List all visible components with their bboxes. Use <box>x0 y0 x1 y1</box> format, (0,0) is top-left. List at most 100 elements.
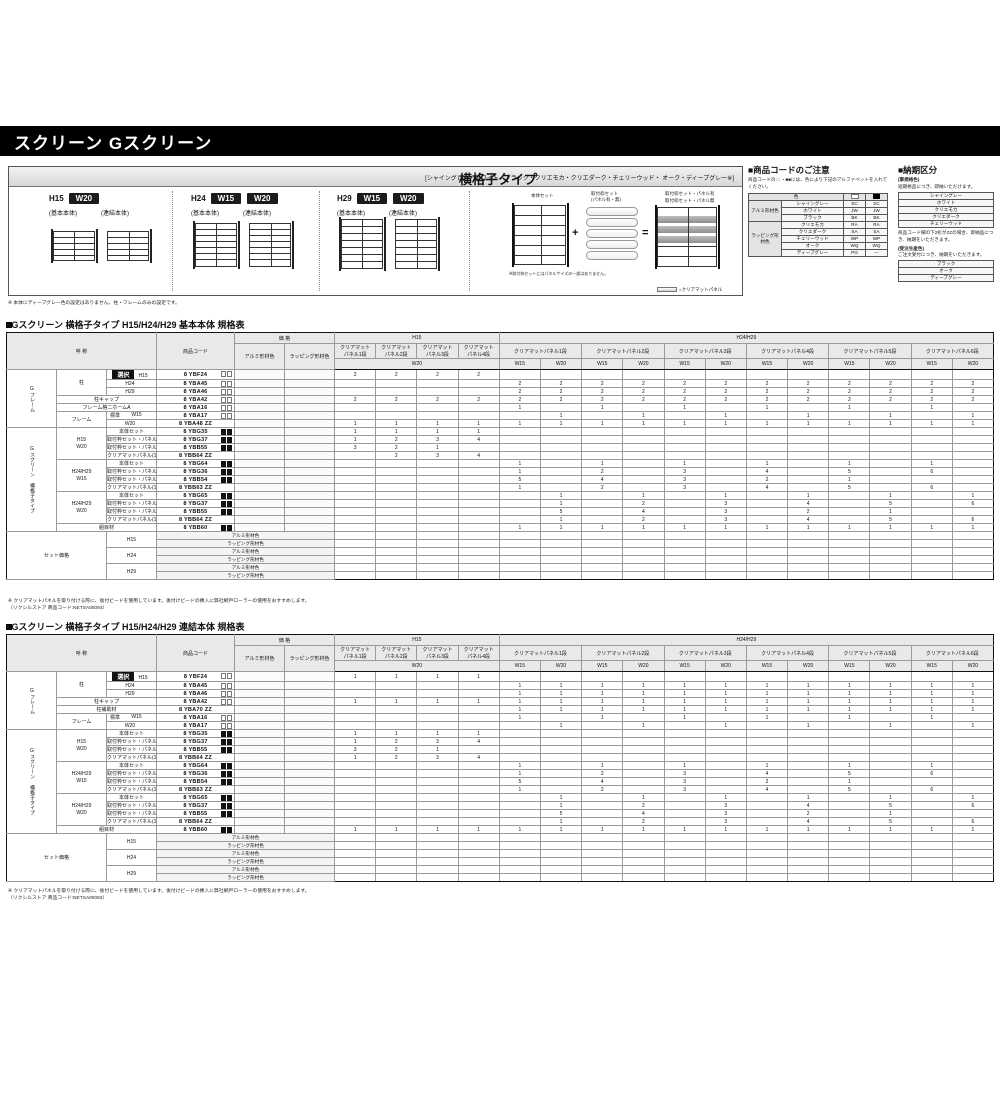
cell-qty-h2429 <box>745 801 789 810</box>
cell-set-price <box>745 547 789 556</box>
cell-qty-h2429: 1 <box>539 817 583 826</box>
cell-qty-h15: 3 <box>416 451 459 460</box>
cell-qty-h15 <box>375 681 418 690</box>
cell-set-price <box>745 873 789 882</box>
code-color-marks <box>220 437 232 443</box>
table-row: 取付枠セット・パネル有(1段)8 YBG37 1 2 3 4 5 6 <box>7 801 995 810</box>
cell-qty-h2429: 6 <box>951 515 995 524</box>
cell-qty-h2429: 6 <box>910 785 953 794</box>
cell-qty-h15: 2 <box>457 395 500 404</box>
cell-qty-h2429 <box>787 671 830 682</box>
group-divider <box>319 191 320 291</box>
cell-qty-h2429 <box>910 729 953 738</box>
cell-qty-h2429 <box>951 777 995 786</box>
cell-set-price <box>622 563 665 572</box>
cell-qty-h2429: 1 <box>581 697 624 706</box>
th-alumi: アルミ形材色 <box>234 343 285 370</box>
cell-product-code: 8 YBB55 <box>156 443 235 452</box>
cell-qty-h15 <box>375 483 418 492</box>
cell-qty-h2429 <box>951 467 995 476</box>
cell-qty-h15 <box>375 403 418 412</box>
cell-qty-h2429 <box>951 475 995 484</box>
table-row: 取付枠セット・パネル無(1段)8 YBB55 321 <box>7 443 995 452</box>
cell-price-wrapping <box>284 435 335 444</box>
rowgroup-gscreen: Gスクリーン 横格子タイプ <box>6 427 57 532</box>
cell-qty-h2429 <box>869 713 912 722</box>
cell-qty-h2429 <box>910 793 953 802</box>
rowlabel-item: 本体セット <box>106 491 157 500</box>
cell-qty-h2429: 2 <box>828 395 871 404</box>
cell-price-wrapping <box>284 801 335 810</box>
cell-qty-h2429: 6 <box>951 817 995 826</box>
cell-qty-h2429: 5 <box>498 777 541 786</box>
cell-qty-h2429 <box>498 443 541 452</box>
color-name: シャイングレー <box>781 199 844 208</box>
rowlabel-set-colorkind: アルミ形材色 <box>156 833 335 842</box>
table-row-setprice: ラッピング形材色 <box>7 539 995 548</box>
cell-set-price <box>375 571 418 580</box>
unit-drawing-h15-link <box>107 231 149 261</box>
table-row: フレーム 標準 W15 8 YBA16 1 1 1 1 1 1 <box>7 713 995 730</box>
cell-set-price <box>539 563 583 572</box>
spec-table-basic: 呼 称商品コード価 格 H15 H24/H29 アルミ形材色 ラッピング形材色 クリアマッ… <box>6 332 995 580</box>
cell-qty-h2429: 2 <box>828 387 871 396</box>
cell-qty-h2429 <box>951 443 995 452</box>
cell-qty-h15: 1 <box>333 419 377 428</box>
cell-qty-h2429: 1 <box>539 499 583 508</box>
delivery-section2-title: (受注生産色) <box>898 245 925 251</box>
cell-qty-h2429: 1 <box>910 689 953 698</box>
cell-set-price <box>498 873 541 882</box>
cell-qty-h2429: 1 <box>581 459 624 468</box>
cell-qty-h15: 1 <box>333 729 377 738</box>
select-chip[interactable]: 選択 <box>112 370 135 379</box>
cell-qty-h2429: 3 <box>704 507 747 516</box>
cell-qty-h2429 <box>787 459 830 468</box>
cell-qty-h15 <box>416 801 459 810</box>
cell-product-code: 8 YBG35 <box>156 729 235 738</box>
legend-text: =クリアマットパネル <box>679 287 723 292</box>
cell-qty-h2429: 1 <box>828 419 871 428</box>
cell-qty-h2429 <box>787 713 830 722</box>
cell-qty-h2429: 4 <box>787 499 830 508</box>
th-w15: W15 <box>581 660 624 672</box>
cell-qty-h15 <box>416 713 459 722</box>
cell-qty-h2429: 1 <box>745 523 789 532</box>
cell-qty-h2429 <box>539 745 583 754</box>
cell-qty-h2429: 2 <box>663 387 706 396</box>
cell-product-code: 8 YBG36 <box>156 467 235 476</box>
rowlabel-post: 柱 <box>56 671 107 698</box>
cell-qty-h2429 <box>622 745 665 754</box>
cell-qty-h2429: 1 <box>787 793 830 802</box>
width-chip-h24-w15: W15 <box>210 193 242 204</box>
cell-qty-h2429: 1 <box>745 825 789 834</box>
th-product-code: 商品コード <box>156 634 235 672</box>
rowlabel-item: 取付枠セット・パネル有(1段) <box>106 737 157 746</box>
cell-qty-h2429 <box>910 671 953 682</box>
select-chip[interactable]: 選択 <box>112 672 135 681</box>
cell-set-price <box>498 547 541 556</box>
rowlabel-detail: W20 <box>106 419 157 428</box>
cell-qty-h15: 2 <box>375 435 418 444</box>
product-code-notice-note: 商品コードの □ ・■■には、色により下記のアルファベットを入れてください。 <box>748 177 888 189</box>
cell-qty-h15 <box>333 785 377 794</box>
cell-qty-h2429 <box>828 507 871 516</box>
th-alumi: アルミ形材色 <box>234 645 285 672</box>
cell-price-wrapping <box>284 459 335 468</box>
rowlabel-size-group: H15 W20 <box>56 427 107 460</box>
th-w20: W20 <box>787 660 830 672</box>
cell-qty-h2429 <box>663 499 706 508</box>
cell-price-wrapping <box>284 721 335 730</box>
rowlabel-set-colorkind: ラッピング形材色 <box>156 857 335 866</box>
cell-price-wrapping <box>284 825 335 834</box>
cell-qty-h2429 <box>622 713 665 722</box>
color-group-wrapping: ラッピング形材色 <box>748 220 782 257</box>
cell-qty-h2429: 1 <box>828 761 871 770</box>
cell-set-price <box>622 539 665 548</box>
cell-qty-h2429 <box>498 793 541 802</box>
cell-set-price <box>581 547 624 556</box>
cell-product-code: 8 YBA45 <box>156 681 235 690</box>
cell-set-price <box>910 555 953 564</box>
table-row: 組目材 8 YBB60 1 1 1 1 1 1 1 1 1 1 1 1 1 1 1 1 <box>7 825 995 834</box>
rowlabel-item: 本体セット <box>106 793 157 802</box>
